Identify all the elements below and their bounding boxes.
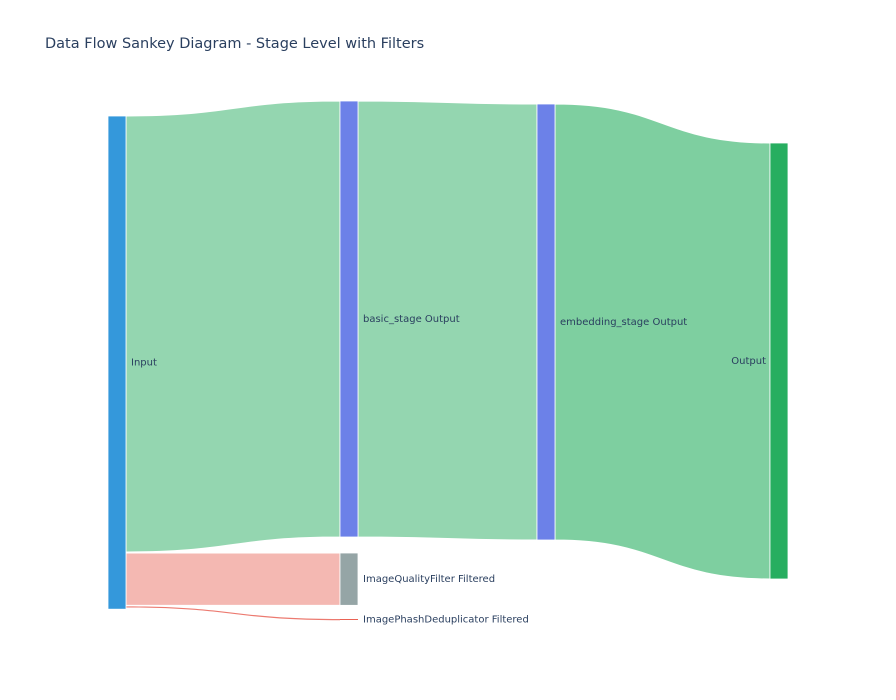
node-label-ipd: ImagePhashDeduplicator Filtered [363, 614, 529, 625]
link-embedding-to-output[interactable] [554, 103, 771, 580]
link-input-to-iqf[interactable] [125, 552, 341, 606]
link-input-to-ipd[interactable] [126, 606, 340, 621]
node-embedding[interactable] [536, 103, 556, 541]
node-output[interactable] [769, 142, 789, 580]
node-input[interactable] [107, 115, 127, 610]
node-iqf[interactable] [339, 552, 359, 606]
node-label-input: Input [131, 358, 157, 369]
chart-title: Data Flow Sankey Diagram - Stage Level w… [45, 36, 425, 52]
node-label-basic: basic_stage Output [363, 314, 460, 325]
sankey-labels: Input basic_stage Output ImageQualityFilte… [131, 314, 766, 625]
node-label-embedding: embedding_stage Output [560, 317, 687, 328]
sankey-nodes [107, 100, 789, 620]
sankey-links [125, 100, 771, 621]
node-basic[interactable] [339, 100, 359, 538]
node-label-output: Output [731, 356, 766, 367]
node-label-iqf: ImageQualityFilter Filtered [363, 574, 495, 585]
node-ipd[interactable] [340, 619, 358, 620]
link-input-to-basic[interactable] [125, 100, 341, 553]
